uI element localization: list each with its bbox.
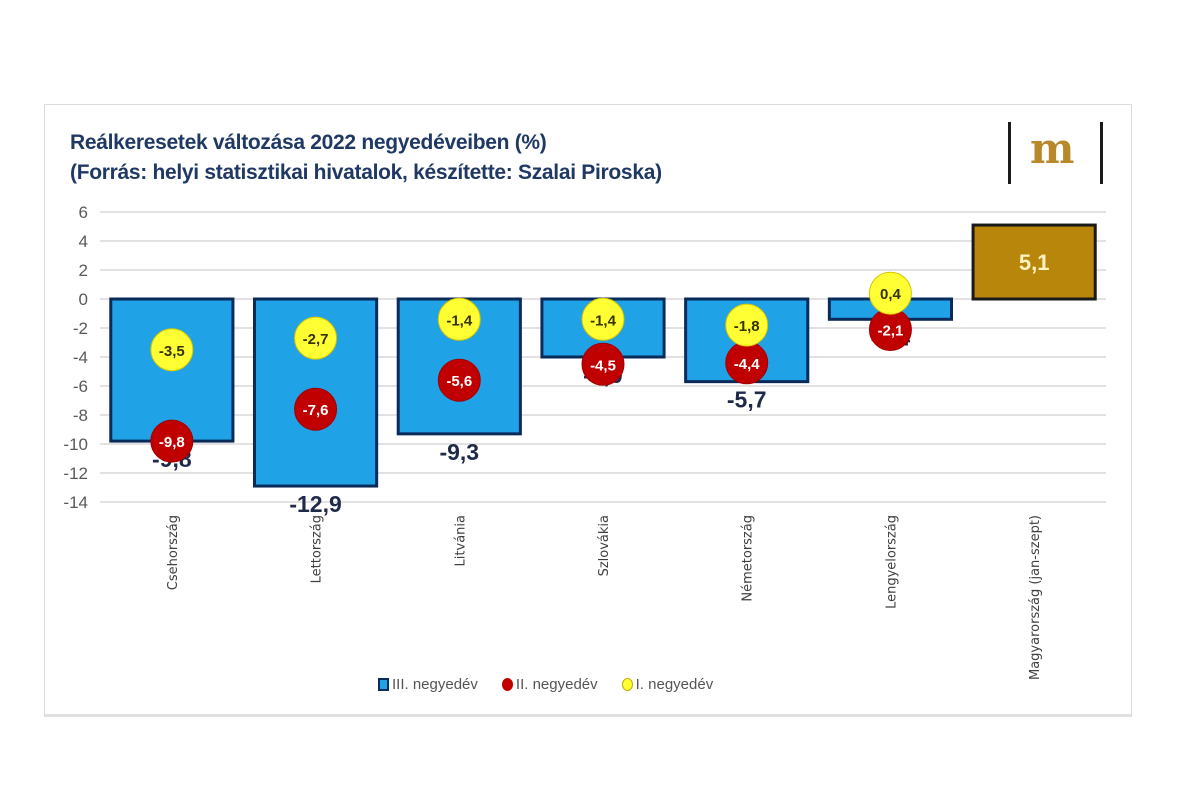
y-tick-label: -2 — [73, 319, 88, 338]
legend-item-q2: II. negyedév — [501, 676, 598, 693]
logo-m-icon: m — [1030, 124, 1075, 173]
q2-marker-label: -4,4 — [734, 356, 761, 373]
bar-value-label: -9,3 — [439, 439, 479, 465]
y-tick-label: 4 — [79, 232, 88, 251]
y-tick-label: 0 — [79, 290, 88, 309]
q1-marker — [868, 271, 912, 315]
q2-marker-label: -9,8 — [159, 434, 185, 451]
q2-marker-label: -5,6 — [446, 373, 472, 390]
y-tick-label: -6 — [73, 377, 88, 396]
q1-marker — [437, 297, 481, 341]
bar-value-label: -12,9 — [289, 491, 341, 517]
legend-item-q3: III. negyedév — [378, 676, 478, 693]
legend-yellow-dot-icon — [621, 678, 633, 691]
y-tick-label: -10 — [63, 435, 88, 454]
y-tick-label: -4 — [73, 348, 88, 367]
legend-item-q1: I. negyedév — [621, 676, 714, 693]
brand-logo: m — [1008, 122, 1106, 184]
q1-marker — [725, 303, 769, 347]
legend-label: II. negyedév — [515, 676, 598, 693]
q1-marker-label: -1,4 — [590, 312, 617, 329]
q1-marker — [581, 297, 625, 341]
q1-marker-label: -1,4 — [446, 312, 473, 329]
bar-value-label: -5,7 — [727, 387, 767, 413]
q1-marker — [294, 316, 338, 360]
q2-marker — [294, 387, 338, 431]
chart-legend: III. negyedév II. negyedév I. negyedév — [378, 676, 713, 693]
q1-marker-label: -3,5 — [159, 343, 185, 360]
y-tick-label: -12 — [63, 464, 88, 483]
bar-value-label: 5,1 — [1019, 250, 1050, 275]
y-tick-label: -8 — [73, 406, 88, 425]
logo-left-bar — [1008, 122, 1011, 184]
logo-right-bar — [1100, 122, 1103, 184]
x-category-label: Németország — [741, 515, 756, 602]
q1-marker-label: -2,7 — [303, 331, 329, 348]
q2-marker-label: -2,1 — [877, 322, 903, 339]
x-category-label: Litvánia — [453, 515, 468, 566]
chart-title: Reálkeresetek változása 2022 negyedéveib… — [70, 128, 662, 188]
x-category-label: Lengyelország — [884, 515, 899, 609]
y-tick-label: 6 — [79, 203, 88, 222]
q2-marker — [150, 419, 194, 463]
legend-red-dot-icon — [501, 678, 513, 691]
q2-marker — [437, 358, 481, 402]
legend-label: III. negyedév — [392, 676, 478, 693]
y-tick-label: 2 — [79, 261, 88, 280]
q2-marker — [581, 342, 625, 386]
q1-marker-label: -1,8 — [734, 318, 760, 335]
x-category-label: Szlovákia — [597, 515, 612, 576]
q2-marker-label: -4,5 — [590, 357, 616, 374]
bar-q3 — [971, 223, 1097, 301]
q1-marker — [150, 328, 194, 372]
y-tick-label: -14 — [63, 493, 88, 512]
x-category-label: Lettország — [310, 515, 325, 583]
x-category-label: Magyarország (jan-szept) — [1028, 515, 1043, 680]
x-category-label: Csehország — [166, 515, 181, 590]
legend-bar-swatch-icon — [378, 678, 389, 691]
chart-title-line1: Reálkeresetek változása 2022 negyedéveib… — [70, 131, 547, 154]
legend-label: I. negyedév — [635, 676, 714, 693]
chart-subtitle: (Forrás: helyi statisztikai hivatalok, k… — [70, 161, 662, 184]
q1-marker-label: 0,4 — [880, 286, 902, 303]
q2-marker-label: -7,6 — [303, 402, 329, 419]
